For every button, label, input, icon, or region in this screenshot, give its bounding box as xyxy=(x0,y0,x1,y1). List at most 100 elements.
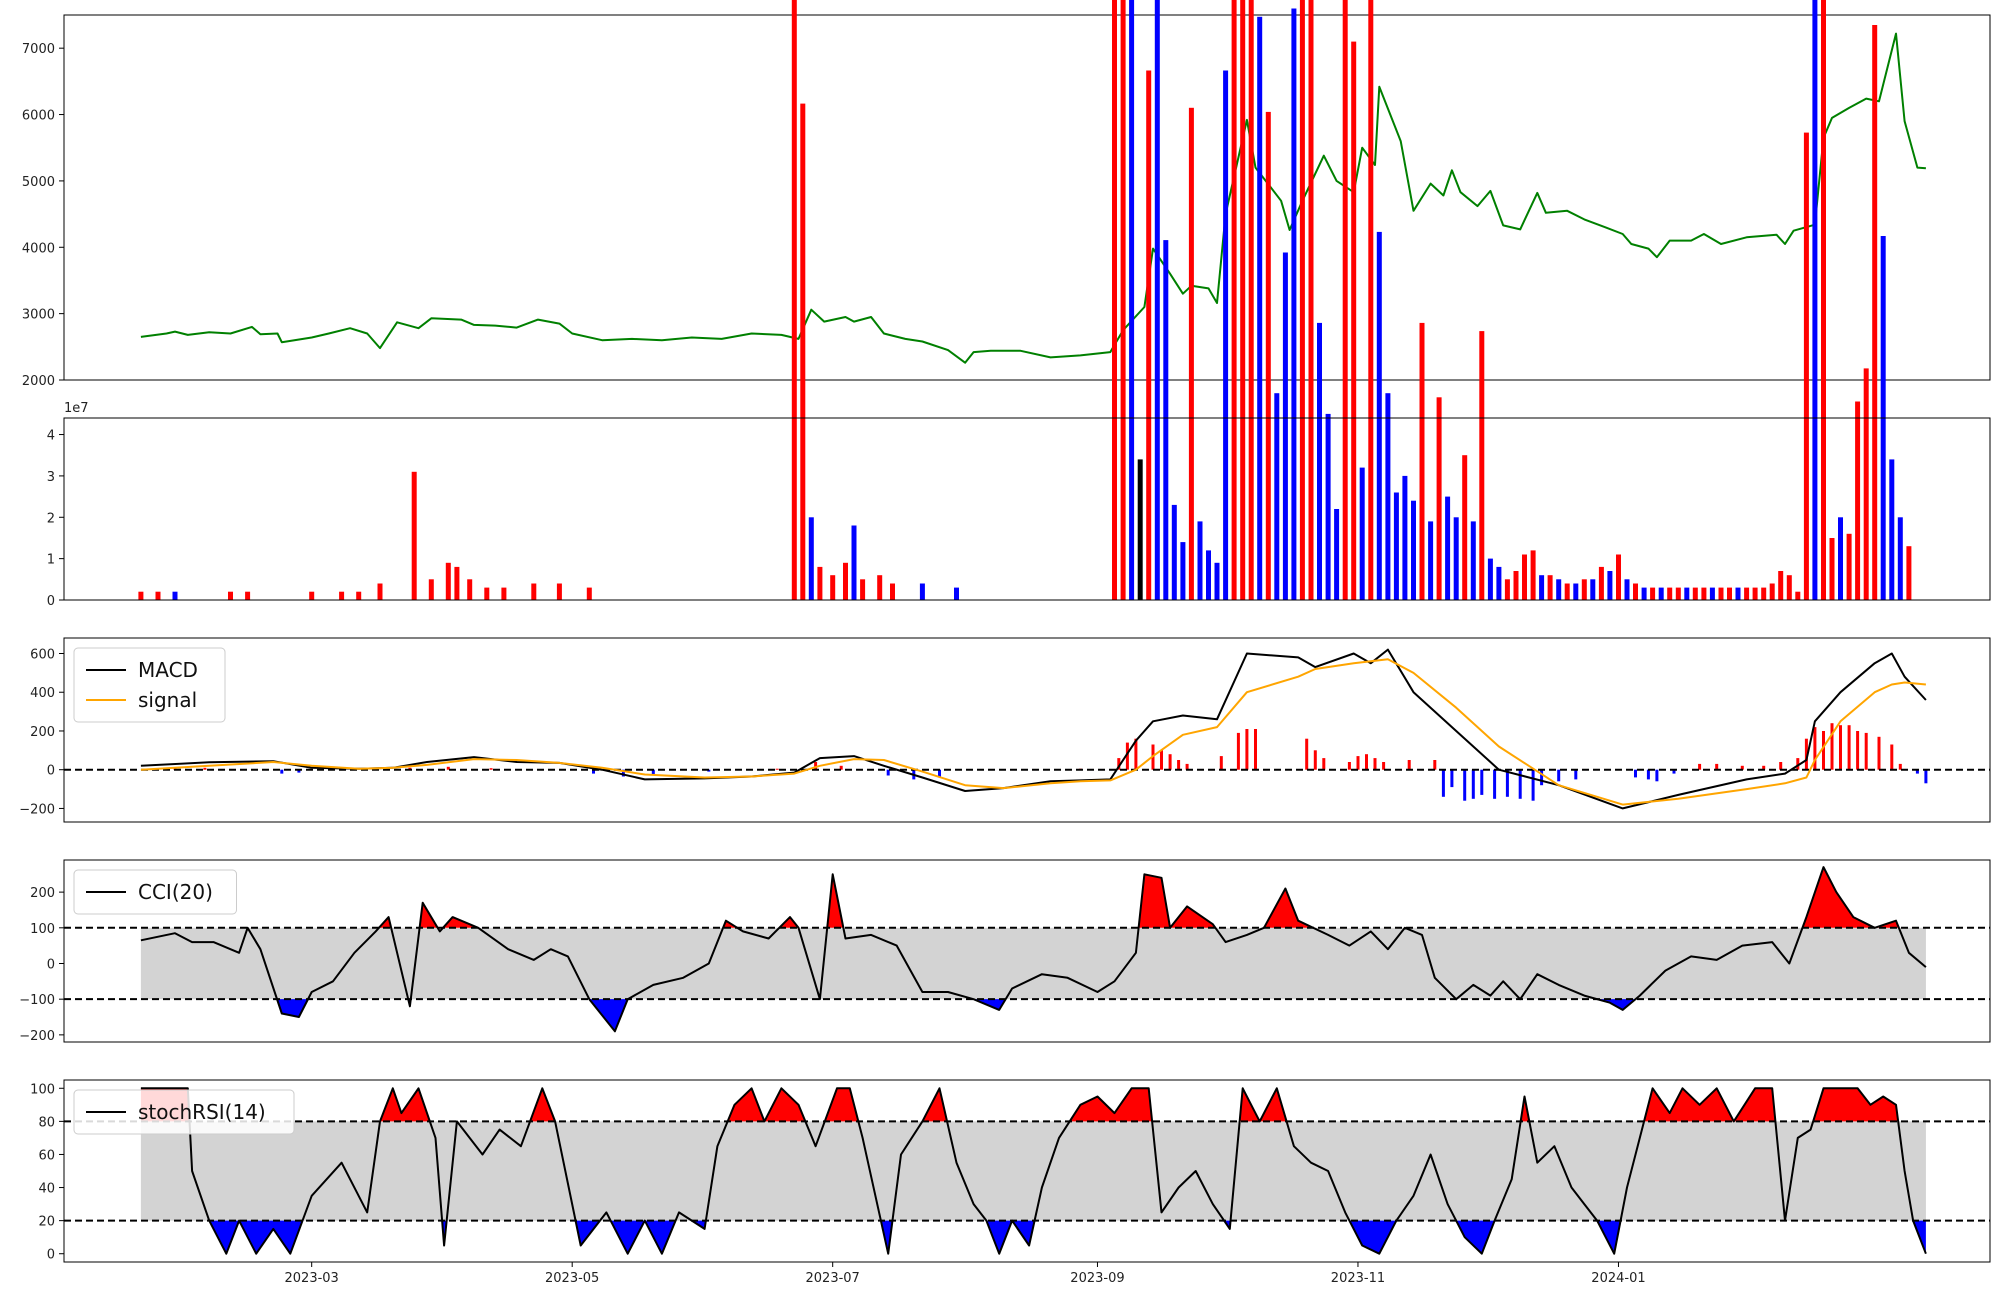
volume-bar xyxy=(1838,517,1843,600)
volume-bar xyxy=(808,517,814,600)
volume-bar xyxy=(1513,571,1519,600)
volume-bar xyxy=(1325,413,1331,600)
x-tick-label: 2023-05 xyxy=(545,1271,599,1286)
volume-bar xyxy=(467,579,473,600)
y-tick-label: 0 xyxy=(47,594,55,609)
macd-histogram-bar xyxy=(1347,762,1351,770)
volume-bar xyxy=(1265,111,1271,601)
volume-bar xyxy=(339,591,345,600)
macd-histogram-bar xyxy=(1382,762,1386,770)
macd-histogram-bar xyxy=(592,769,595,774)
series-line-signal xyxy=(140,658,1926,806)
band-region xyxy=(140,927,1926,1000)
volume-bar xyxy=(1872,25,1878,600)
volume-bar xyxy=(1564,583,1570,600)
volume-bar xyxy=(1120,0,1126,601)
volume-bar xyxy=(1709,587,1715,600)
volume-bar xyxy=(851,525,857,600)
volume-bar xyxy=(1163,240,1169,600)
volume-bar xyxy=(1146,70,1152,600)
volume-bar xyxy=(1581,579,1587,600)
x-tick-label: 2023-07 xyxy=(806,1271,860,1286)
macd-histogram-bar xyxy=(1518,769,1522,799)
x-tick-label: 2023-09 xyxy=(1070,1271,1124,1286)
y-tick-label: 200 xyxy=(30,886,55,901)
panel-3: −200 0 200 400 600 MACD signal xyxy=(19,637,1991,823)
volume-bar xyxy=(1701,587,1707,600)
macd-histogram-bar xyxy=(1740,765,1744,770)
macd-histogram-bar xyxy=(1177,760,1181,770)
overbought-fill xyxy=(1802,867,1899,928)
overbought-fill xyxy=(779,917,799,928)
volume-bar xyxy=(1231,0,1237,601)
band-region xyxy=(140,1121,1926,1221)
macd-histogram-bar xyxy=(1698,763,1702,770)
volume-bar xyxy=(1428,521,1434,600)
volume-bar xyxy=(1598,566,1604,600)
volume-bar xyxy=(1573,583,1579,600)
volume-bar xyxy=(1248,0,1254,600)
y-tick-label: 5000 xyxy=(22,175,55,190)
macd-histogram-bar xyxy=(1813,727,1817,770)
overbought-fill xyxy=(530,1088,556,1122)
macd-histogram-bar xyxy=(1219,756,1223,770)
overbought-fill xyxy=(1264,888,1314,928)
volume-bar xyxy=(484,587,490,600)
volume-bar xyxy=(1624,579,1630,600)
volume-bar xyxy=(843,562,848,600)
macd-histogram-bar xyxy=(1672,769,1676,774)
y-tick-label: 4000 xyxy=(22,241,55,256)
macd-histogram-bar xyxy=(1236,732,1240,770)
volume-bar xyxy=(1496,566,1502,600)
macd-histogram-bar xyxy=(1796,758,1800,770)
series-line-stochrsi-14- xyxy=(140,1087,1927,1255)
overbought-fill xyxy=(1239,1088,1287,1122)
volume-bar xyxy=(1650,587,1656,600)
overbought-fill xyxy=(1138,874,1216,928)
y-tick-label: 2000 xyxy=(22,374,55,389)
volume-bar xyxy=(1547,575,1553,600)
y-tick-label: 0 xyxy=(47,764,55,779)
volume-bar xyxy=(1299,0,1305,600)
volume-bar xyxy=(1462,455,1468,600)
volume-bar xyxy=(1180,542,1186,600)
volume-bar xyxy=(1692,587,1698,600)
volume-bar xyxy=(830,575,836,600)
macd-histogram-bar xyxy=(839,765,843,770)
macd-histogram-bar xyxy=(446,766,450,770)
legend-label: MACD xyxy=(138,658,198,682)
volume-bar xyxy=(411,471,417,600)
macd-histogram-bar xyxy=(1574,769,1578,780)
volume-bar xyxy=(1633,583,1638,600)
macd-histogram-bar xyxy=(1125,742,1129,770)
macd-histogram-bar xyxy=(1480,769,1484,795)
macd-histogram-bar xyxy=(1655,769,1659,782)
macd-histogram-bar xyxy=(1407,760,1411,770)
macd-histogram-bar xyxy=(1322,758,1326,770)
y-offset-label: 1e7 xyxy=(64,401,89,416)
macd-histogram-bar xyxy=(1557,769,1561,782)
overbought-fill xyxy=(1069,1088,1153,1122)
macd-histogram-bar xyxy=(886,769,890,776)
overbought-fill xyxy=(827,874,844,928)
macd-histogram-bar xyxy=(1779,762,1783,770)
volume-bar xyxy=(877,575,883,600)
volume-bar xyxy=(1257,16,1263,601)
volume-bar xyxy=(1274,393,1280,600)
volume-bar xyxy=(228,591,233,600)
volume-bar xyxy=(309,591,315,600)
series-line-cci-20- xyxy=(140,866,1927,1033)
volume-bar xyxy=(800,103,806,600)
volume-bar xyxy=(1334,509,1340,600)
volume-bar xyxy=(817,566,823,600)
volume-bar xyxy=(1206,550,1211,600)
volume-bar xyxy=(356,591,362,600)
macd-histogram-bar xyxy=(297,769,301,773)
volume-bar xyxy=(1436,397,1442,600)
volume-bar xyxy=(1240,0,1246,601)
volume-bar xyxy=(1641,587,1647,600)
volume-bar xyxy=(245,591,251,600)
macd-histogram-bar xyxy=(938,769,941,778)
y-tick-label: 60 xyxy=(38,1148,55,1163)
